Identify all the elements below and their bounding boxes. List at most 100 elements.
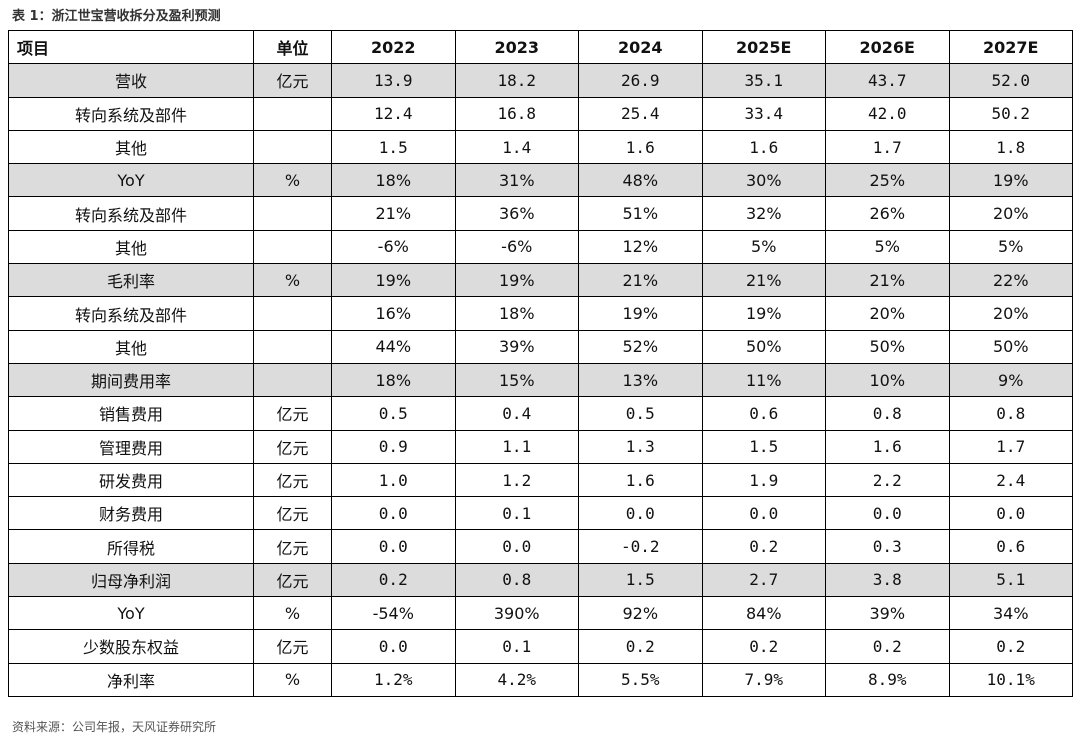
value-cell: 1.5 [578, 562, 703, 598]
value-cell: 42.0 [825, 96, 950, 131]
row-unit: % [253, 662, 332, 697]
row-unit: 亿元 [253, 63, 332, 98]
row-label: 毛利率 [8, 263, 254, 298]
value-cell: 39% [454, 329, 579, 364]
table-body: 营收 亿元 13.9 18.2 26.9 35.1 43.7 52.0 转向系统及部件 12.4 1… [8, 63, 1073, 697]
value-cell: 1.3 [578, 429, 703, 464]
value-cell: -6% [331, 229, 456, 265]
value-cell: 18% [331, 362, 456, 398]
table-row: 期间费用率 18% 15% 13% 11% 10% 9% [8, 362, 1073, 398]
row-label: 销售费用 [8, 396, 254, 431]
value-cell: 26.9 [578, 63, 703, 98]
value-cell: 21% [825, 263, 950, 298]
value-cell: 1.7 [825, 129, 950, 165]
value-cell: 1.7 [948, 429, 1073, 464]
value-cell: 16.8 [454, 96, 579, 131]
value-cell: 5.5% [578, 662, 703, 697]
value-cell: 2.4 [948, 462, 1073, 498]
header-unit: 单位 [253, 29, 332, 65]
value-cell: 11% [701, 362, 826, 398]
row-unit [253, 96, 332, 131]
value-cell: 0.2 [578, 629, 703, 664]
value-cell: 43.7 [825, 63, 950, 98]
value-cell: 0.1 [454, 496, 579, 531]
value-cell: 19% [948, 163, 1073, 198]
value-cell: 21% [701, 263, 826, 298]
value-cell: 5% [825, 229, 950, 265]
value-cell: -6% [454, 229, 579, 265]
row-unit [253, 229, 332, 265]
value-cell: 21% [331, 196, 456, 231]
value-cell: 2.2 [825, 462, 950, 498]
value-cell: 19% [578, 296, 703, 331]
value-cell: 0.0 [331, 496, 456, 531]
table-row: 其他 1.5 1.4 1.6 1.6 1.7 1.8 [8, 129, 1073, 165]
table-row: 营收 亿元 13.9 18.2 26.9 35.1 43.7 52.0 [8, 63, 1073, 98]
value-cell: 1.1 [454, 429, 579, 464]
row-label: 所得税 [8, 529, 254, 564]
row-unit: 亿元 [253, 629, 332, 664]
value-cell: 50.2 [948, 96, 1073, 131]
table-row: 其他 44% 39% 52% 50% 50% 50% [8, 329, 1073, 364]
value-cell: 0.8 [454, 562, 579, 598]
value-cell: 50% [701, 329, 826, 364]
row-unit: 亿元 [253, 429, 332, 464]
value-cell: 34% [948, 596, 1073, 631]
value-cell: 0.0 [701, 496, 826, 531]
row-label: 少数股东权益 [8, 629, 254, 664]
table-row: 转向系统及部件 16% 18% 19% 19% 20% 20% [8, 296, 1073, 331]
value-cell: 1.5 [331, 129, 456, 165]
value-cell: 0.0 [331, 629, 456, 664]
header-row: 项目 单位 2022 2023 2024 2025E 2026E 2027E [8, 29, 1073, 65]
value-cell: 0.0 [331, 529, 456, 564]
value-cell: 5% [701, 229, 826, 265]
row-unit: % [253, 263, 332, 298]
value-cell: 15% [454, 362, 579, 398]
value-cell: 0.0 [825, 496, 950, 531]
value-cell: 44% [331, 329, 456, 364]
row-unit: 亿元 [253, 462, 332, 498]
forecast-table: 项目 单位 2022 2023 2024 2025E 2026E 2027E 营… [8, 29, 1073, 697]
row-label: 其他 [8, 129, 254, 165]
value-cell: 13% [578, 362, 703, 398]
value-cell: -54% [331, 596, 456, 631]
row-unit: % [253, 163, 332, 198]
value-cell: 16% [331, 296, 456, 331]
table-row: 转向系统及部件 12.4 16.8 25.4 33.4 42.0 50.2 [8, 96, 1073, 131]
value-cell: 0.2 [701, 529, 826, 564]
table-row: 净利率% 1.2% 4.2% 5.5% 7.9% 8.9% 10.1% [8, 662, 1073, 697]
row-label: 其他 [8, 329, 254, 364]
row-label: 转向系统及部件 [8, 296, 254, 331]
value-cell: 0.5 [578, 396, 703, 431]
row-label: YoY [8, 163, 254, 198]
row-label: 期间费用率 [8, 362, 254, 398]
value-cell: 84% [701, 596, 826, 631]
table-row: 销售费用 亿元 0.5 0.4 0.5 0.6 0.8 0.8 [8, 396, 1073, 431]
value-cell: 50% [825, 329, 950, 364]
value-cell: -0.2 [578, 529, 703, 564]
value-cell: 1.5 [701, 429, 826, 464]
source-note: 资料来源：公司年报，天风证券研究所 [12, 720, 217, 734]
value-cell: 0.2 [825, 629, 950, 664]
row-unit: 亿元 [253, 529, 332, 564]
table-row: 管理费用 亿元 0.9 1.1 1.3 1.5 1.6 1.7 [8, 429, 1073, 464]
value-cell: 18% [454, 296, 579, 331]
row-unit [253, 129, 332, 165]
value-cell: 18.2 [454, 63, 579, 98]
value-cell: 0.9 [331, 429, 456, 464]
value-cell: 0.2 [701, 629, 826, 664]
value-cell: 0.2 [948, 629, 1073, 664]
header-year-2025e: 2025E [701, 29, 826, 65]
value-cell: 5.1 [948, 562, 1073, 598]
table-row: 归母净利润 亿元 0.2 0.8 1.5 2.7 3.8 5.1 [8, 562, 1073, 598]
value-cell: 39% [825, 596, 950, 631]
value-cell: 12% [578, 229, 703, 265]
value-cell: 30% [701, 163, 826, 198]
table-row: YoY% -54% 390% 92% 84% 39% 34% [8, 596, 1073, 631]
value-cell: 3.8 [825, 562, 950, 598]
table-row: 转向系统及部件 21% 36% 51% 32% 26% 20% [8, 196, 1073, 231]
row-unit: 亿元 [253, 496, 332, 531]
value-cell: 0.8 [825, 396, 950, 431]
table-row: YoY% 18% 31% 48% 30% 25% 19% [8, 163, 1073, 198]
value-cell: 19% [331, 263, 456, 298]
